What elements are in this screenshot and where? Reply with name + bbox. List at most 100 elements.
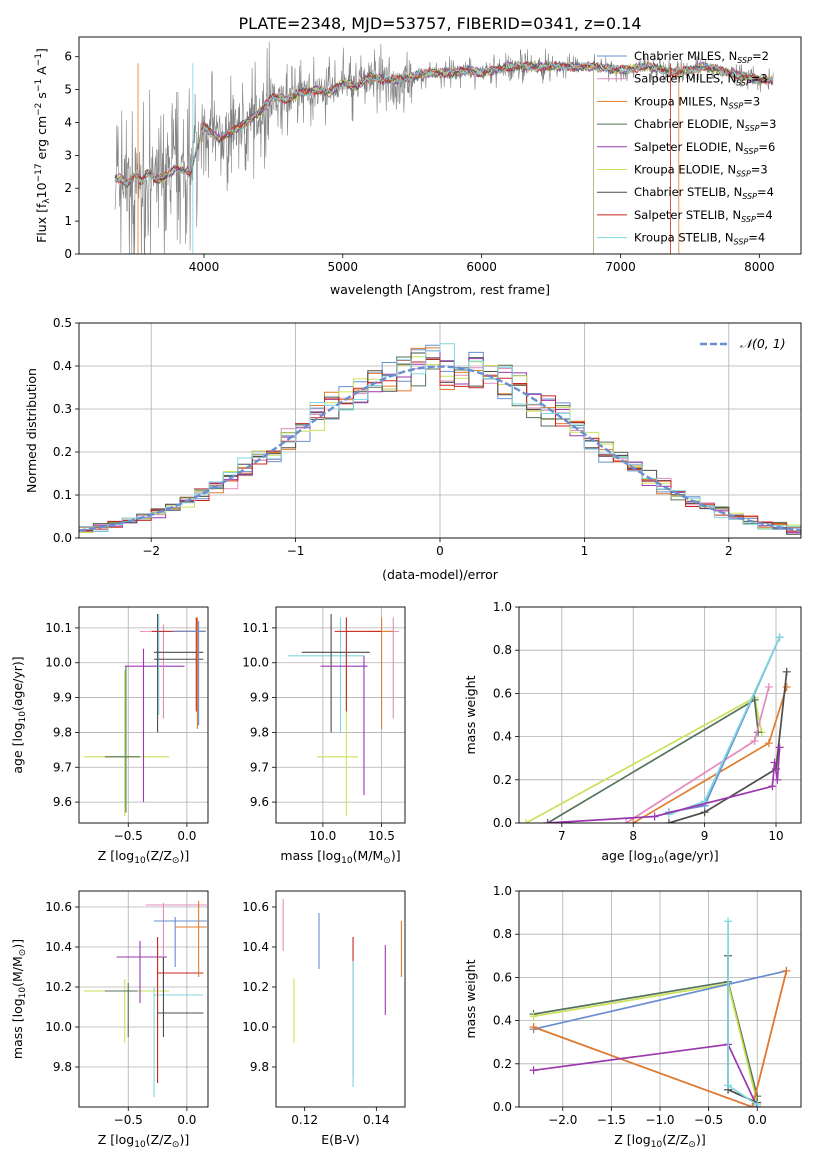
x-tick-label: 8: [629, 829, 637, 843]
y-tick-label: 9.8: [53, 725, 72, 739]
mass-weight-marker: [650, 812, 659, 821]
figure-title: PLATE=2348, MJD=53757, FIBERID=0341, z=0…: [238, 14, 641, 33]
x-tick-label: 7: [558, 829, 566, 843]
y-tick-label: 0.6: [493, 686, 512, 700]
legend-label: Kroupa ELODIE, NSSP=3: [634, 163, 768, 179]
x-tick-label: 5000: [328, 260, 359, 274]
x-tick-label: 0.0: [177, 1113, 196, 1127]
y-tick-label: 10.1: [242, 621, 269, 635]
mass-weight-line: [533, 982, 759, 1103]
chart-age-vs-mass: 10.0 10.5 9.6 9.7 9.8 9.9 10.0 10.1 mass [log10(…: [242, 606, 406, 866]
legend-label: 𝒩(0, 1): [740, 336, 786, 351]
model-spectrum-line: [114, 59, 774, 186]
y-tick-label: 0.8: [493, 927, 512, 941]
mass-weight-marker: [782, 667, 791, 676]
y-tick-label: 10.6: [242, 900, 269, 914]
mass-weight-marker: [543, 819, 552, 823]
chart-residuals: −2 −1 0 1 2 0.0 0.1 0.2 0.3 0.4 0.5 (data-model)/er…: [24, 316, 802, 582]
mass-weight-marker: [775, 743, 784, 752]
mass-weight-marker: [622, 819, 631, 823]
y-tick-label: 0.8: [493, 643, 512, 657]
errorbar: [104, 666, 140, 813]
x-tick-label: 8000: [744, 260, 775, 274]
x-tick-label: −0.5: [114, 1113, 143, 1127]
plot-area: [83, 613, 206, 817]
plot-area: [83, 901, 207, 1097]
mass-weight-marker: [775, 633, 784, 642]
plot-area: [287, 613, 400, 817]
y-axis-label: mass [log10(M/M⊙)]: [10, 939, 28, 1059]
legend-label: Salpeter ELODIE, NSSP=6: [634, 140, 775, 156]
x-tick-label: 0.0: [177, 829, 196, 843]
mass-weight-marker: [773, 775, 782, 784]
residual-histogram: [79, 350, 801, 534]
axes-frame: [78, 606, 209, 824]
y-tick-label: 9.6: [53, 795, 72, 809]
errorbar: [151, 613, 204, 715]
errorbar: [157, 957, 204, 1037]
mass-weight-marker: [629, 819, 638, 823]
y-tick-label: 9.7: [250, 760, 269, 774]
chart-weight-vs-Z: −2.0 −1.5 −1.0 −0.5 0.0 0.0 0.2 0.4 0.6 0.8 1.0 Z […: [463, 884, 802, 1150]
y-tick-label: 0.6: [493, 970, 512, 984]
x-tick-label: −0.5: [694, 1113, 723, 1127]
y-tick-label: 10.4: [45, 940, 72, 954]
plot-area: [522, 633, 791, 823]
x-tick-label: 0.12: [291, 1113, 318, 1127]
y-tick-label: 9.8: [250, 1060, 269, 1074]
mass-weight-marker: [782, 682, 791, 691]
errorbar: [116, 941, 167, 1003]
y-tick-label: 4: [64, 115, 72, 129]
plot-area: [282, 899, 402, 1087]
y-tick-label: 10.2: [242, 980, 269, 994]
mass-weight-marker: [724, 1081, 733, 1090]
x-tick-label: 9: [701, 829, 709, 843]
y-tick-label: 10.1: [45, 621, 72, 635]
x-tick-label: 0.14: [363, 1113, 390, 1127]
x-tick-label: 10.0: [310, 829, 337, 843]
x-tick-label: 0.0: [748, 1113, 767, 1127]
y-tick-label: 10.0: [242, 656, 269, 670]
errorbar: [346, 617, 394, 729]
x-tick-label: −1: [287, 544, 305, 558]
y-tick-label: 9.6: [250, 795, 269, 809]
y-tick-label: 0.1: [53, 488, 72, 502]
plot-area: [79, 343, 801, 535]
y-tick-label: 10.2: [45, 980, 72, 994]
y-tick-label: 10.4: [242, 940, 269, 954]
errorbar: [320, 655, 368, 796]
errorbar: [334, 617, 382, 712]
x-tick-label: 10.5: [368, 829, 395, 843]
chart-weight-vs-age: 7 8 9 10 0.0 0.2 0.4 0.6 0.8 1.0 age [log10(age/yr…: [463, 600, 802, 866]
y-tick-label: 1: [64, 214, 72, 228]
errorbar: [301, 613, 370, 733]
mass-weight-marker: [664, 819, 673, 823]
errorbar: [124, 648, 185, 803]
y-tick-label: 9.7: [53, 760, 72, 774]
mass-weight-marker: [764, 682, 773, 691]
mass-weight-marker: [768, 782, 777, 791]
chart-spectrum: 4000 5000 6000 7000 8000 0 1 2 3 4 5 6 wavelength [A…: [34, 36, 802, 297]
axes-frame: [518, 606, 802, 824]
mass-weight-line: [533, 970, 787, 1031]
chart-mass-vs-EBV: 0.12 0.14 9.8 10.0 10.2 10.4 10.6 E(B-V): [242, 890, 406, 1147]
y-tick-label: 0.4: [493, 730, 512, 744]
y-tick-label: 9.8: [250, 725, 269, 739]
y-axis-label: Flux [fλ10−17 erg cm−2 s−1 A−1]: [34, 48, 52, 243]
y-tick-label: 2: [64, 181, 72, 195]
mass-weight-marker: [522, 819, 531, 823]
y-tick-label: 9.8: [53, 1060, 72, 1074]
legend-label: Salpeter MILES, NSSP=3: [634, 72, 768, 88]
y-tick-label: 3: [64, 148, 72, 162]
mass-weight-marker: [770, 758, 779, 767]
x-axis-label: (data-model)/error: [382, 567, 499, 582]
legend-label: Salpeter STELIB, NSSP=4: [634, 208, 773, 224]
legend-label: Chabrier MILES, NSSP=2: [634, 49, 769, 65]
x-tick-label: −1.0: [645, 1113, 674, 1127]
legend-label: Chabrier ELODIE, NSSP=3: [634, 117, 776, 133]
x-axis-label: Z [log10(Z/Z⊙)]: [614, 1132, 705, 1150]
mass-weight-line: [547, 747, 781, 823]
x-axis-label: mass [log10(M/M⊙)]: [280, 848, 400, 866]
x-tick-label: 2: [725, 544, 733, 558]
